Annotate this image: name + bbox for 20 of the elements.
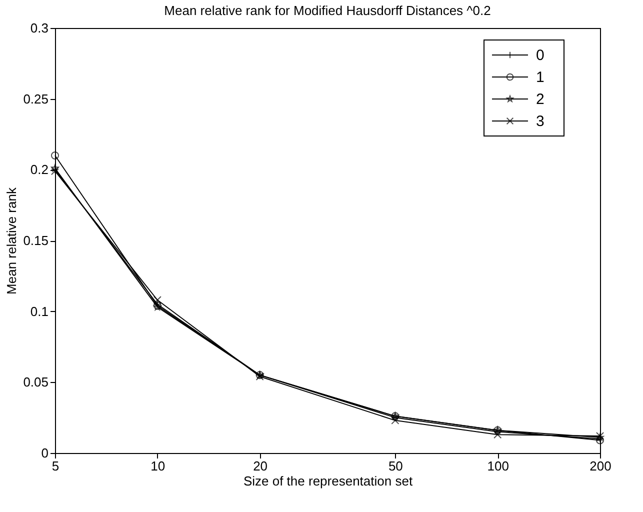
y-tick-label: 0.2 xyxy=(30,162,48,178)
x-tick-label: 200 xyxy=(590,458,612,474)
x-tick-label: 50 xyxy=(388,458,403,474)
legend-label: 0 xyxy=(536,47,544,64)
y-axis-title: Mean relative rank xyxy=(4,187,20,294)
x-tick-label: 5 xyxy=(52,458,60,474)
y-tick-label: 0 xyxy=(41,446,48,460)
y-tick-label: 0.05 xyxy=(23,374,48,390)
y-tick-label: 0.1 xyxy=(30,304,48,319)
x-tick-label: 100 xyxy=(487,458,509,474)
y-tick-label: 0.15 xyxy=(23,233,48,248)
legend-label: 1 xyxy=(536,69,544,86)
x-tick-label: 20 xyxy=(253,458,268,474)
legend-label: 3 xyxy=(536,113,544,130)
chart-title: Mean relative rank for Modified Hausdorff Distances ^0.2 xyxy=(164,3,491,18)
y-tick-label: 0.3 xyxy=(30,20,48,36)
x-axis-title: Size of the representation set xyxy=(243,474,413,488)
legend-label: 2 xyxy=(536,91,544,108)
y-tick-label: 0.25 xyxy=(23,91,48,106)
x-tick-label: 10 xyxy=(150,458,166,474)
